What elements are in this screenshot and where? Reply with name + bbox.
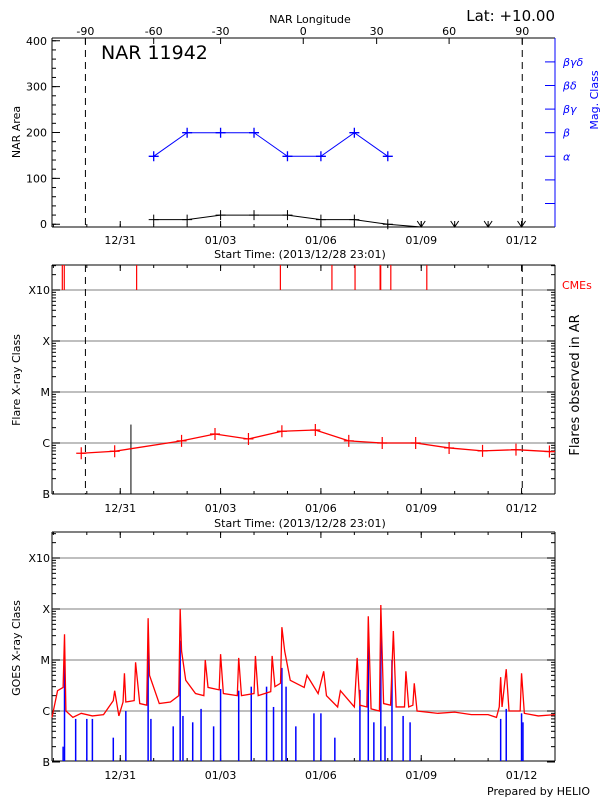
mag-class-tick-label: βδ — [562, 80, 577, 93]
x-tick-label: 12/31 — [104, 769, 136, 782]
y-tick-label: 0 — [40, 218, 47, 231]
mag-class-tick-label: β — [562, 127, 570, 140]
y-axis-title-flare-class: Flare X-ray Class — [10, 334, 23, 426]
y-axis-title-goes-class: GOES X-ray Class — [10, 600, 23, 696]
flare-class-point — [310, 423, 321, 436]
x-tick-label: 01/03 — [205, 234, 237, 247]
y-tick-label: X10 — [28, 284, 50, 297]
longitude-tick-label: 90 — [515, 25, 529, 38]
y-tick-label: 200 — [26, 127, 47, 140]
x-axis-title-flares: Start Time: (2013/12/28 23:01) — [214, 517, 386, 530]
longitude-tick-label: -30 — [212, 25, 230, 38]
flare-class-point — [544, 445, 555, 458]
y-tick-label: C — [42, 437, 50, 450]
prepared-by-footer: Prepared by HELIO — [487, 785, 590, 798]
y-tick-label: 100 — [26, 172, 47, 185]
mag-class-tick-label: βγδ — [562, 56, 584, 69]
goes-panel: B C M X X10 12/31 01/03 01/06 01/09 01/12 — [28, 531, 556, 782]
flare-class-point — [210, 428, 221, 441]
flare-class-point — [410, 437, 421, 449]
latitude-label: Lat: +10.00 — [466, 7, 555, 25]
x-tick-label: 01/09 — [405, 502, 437, 515]
x-tick-label: 01/06 — [305, 769, 337, 782]
flare-class-point — [343, 434, 354, 447]
y-tick-label: B — [42, 488, 50, 501]
y-tick-label: X10 — [28, 552, 50, 565]
flare-class-point — [76, 447, 87, 460]
flare-class-point — [477, 444, 488, 457]
x-tick-label: 01/12 — [506, 234, 538, 247]
flare-class-point — [276, 425, 287, 438]
y-tick-label: B — [42, 756, 50, 769]
y-tick-label: C — [42, 705, 50, 718]
region-title: NAR 11942 — [101, 42, 208, 64]
longitude-tick-label: 0 — [300, 25, 307, 38]
y-tick-label: 300 — [26, 81, 47, 94]
y-tick-label: M — [41, 386, 51, 399]
area-line — [153, 214, 522, 228]
x-tick-label: 01/09 — [405, 234, 437, 247]
x-tick-label: 01/03 — [205, 502, 237, 515]
mag-class-tick-label: βγ — [562, 103, 577, 116]
y-tick-label: X — [42, 603, 50, 616]
cme-label: CMEs — [562, 279, 592, 292]
flare-panel: B C M X X10 12/31 01/03 01/06 01/09 01/12 — [28, 264, 556, 515]
mag-class-tick-label: α — [563, 150, 571, 163]
y-tick-label: X — [42, 335, 50, 348]
goes-long-channel-line — [51, 604, 556, 719]
flare-class-point — [109, 445, 120, 458]
x-tick-label: 12/31 — [104, 234, 136, 247]
longitude-tick-label: -90 — [76, 25, 94, 38]
flare-class-point — [444, 441, 455, 454]
x-tick-label: 01/06 — [305, 234, 337, 247]
y2-axis-title-mag-class: Mag. Class — [588, 70, 600, 129]
mag-class-point — [148, 151, 159, 162]
y-tick-label: M — [41, 654, 51, 667]
x-tick-label: 01/12 — [506, 502, 538, 515]
x-tick-label: 01/03 — [205, 769, 237, 782]
y-tick-label: 400 — [26, 35, 47, 48]
x-axis-title-nar: Start Time: (2013/12/28 23:01) — [214, 248, 386, 261]
longitude-tick-label: 30 — [370, 25, 384, 38]
flare-class-point — [510, 443, 521, 456]
x-tick-label: 01/06 — [305, 502, 337, 515]
y2-axis-title-flares-in-ar: Flares observed in AR — [568, 314, 583, 455]
x-tick-label: 01/09 — [405, 769, 437, 782]
top-axis-label: NAR Longitude — [269, 13, 351, 26]
longitude-tick-label: 60 — [442, 25, 456, 38]
longitude-tick-label: -60 — [145, 25, 163, 38]
flare-class-point — [243, 432, 254, 445]
mag-class-line — [153, 132, 389, 157]
x-tick-label: 12/31 — [104, 502, 136, 515]
flare-class-point — [176, 434, 187, 447]
flare-class-point — [377, 437, 388, 449]
y-axis-title-nar-area: NAR Area — [10, 106, 23, 158]
x-tick-label: 01/12 — [506, 769, 538, 782]
